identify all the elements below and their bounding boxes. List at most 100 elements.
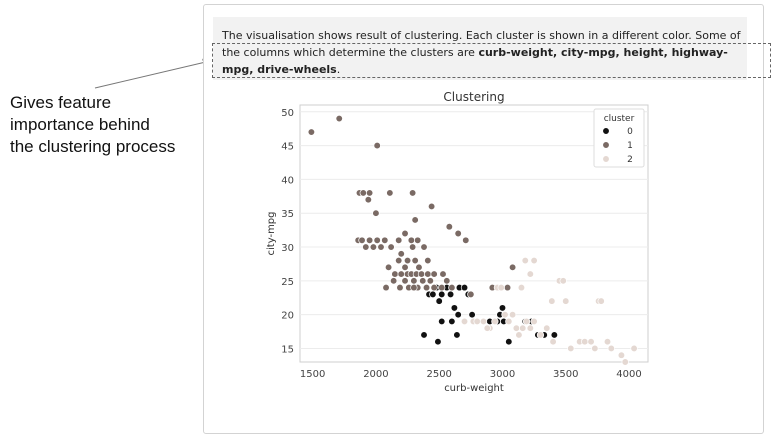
y-axis-label: city-mpg [266,212,277,256]
cluster-1-point [401,263,409,271]
cluster-2-point [603,338,612,346]
cluster-1-point [396,283,404,292]
cluster-1-point [408,243,417,251]
cluster-2-point [515,331,523,339]
cluster-0-point [460,283,469,292]
cluster-2-point [617,351,626,359]
cluster-1-point [391,270,399,278]
y-tick-label: 20 [281,311,294,322]
x-tick-label: 2000 [363,369,388,380]
cluster-0-point [429,290,437,299]
cluster-1-point [422,283,431,292]
cluster-2-point [630,344,638,353]
y-tick-label: 50 [281,108,294,119]
cluster-0-point [550,331,559,339]
y-tick-label: 45 [281,142,294,153]
cluster-0-point [438,317,446,326]
cluster-1-point [382,283,390,292]
cluster-1-point [401,229,409,238]
cluster-2-point [597,297,605,305]
feature-highlight-box [212,43,771,78]
cluster-1-point [448,283,456,292]
cluster-0-point [468,311,476,319]
cluster-1-point [430,283,438,292]
y-tick-label: 15 [281,344,294,355]
cluster-1-point [467,290,475,299]
plot-area [299,104,649,363]
cluster-1-point [439,270,447,278]
cluster-1-point [417,270,426,278]
cluster-2-point [587,338,595,346]
cluster-1-point [387,243,395,251]
cluster-1-point [377,243,385,251]
x-tick-label: 4000 [616,369,641,380]
cluster-2-point [562,297,570,305]
cluster-2-point [607,344,615,353]
cluster-2-point [621,358,629,366]
cluster-2-point [567,344,575,353]
cluster-1-point [307,128,316,136]
annotation-line: importance behind [10,115,150,134]
cluster-0-point [420,331,428,339]
cluster-2-point [505,317,513,326]
cluster-0-point [450,304,459,312]
cluster-1-point [335,114,343,123]
cluster-1-point [438,283,446,292]
cluster-2-point [536,331,545,339]
legend-marker [602,155,610,163]
cluster-1-point [419,277,427,285]
cluster-1-point [424,256,432,265]
annotation-line: Gives feature [10,93,112,112]
cluster-1-point [395,236,403,244]
cluster-0-point [453,331,461,339]
y-tick-label: 40 [281,175,294,186]
cluster-1-point [411,216,419,224]
cluster-1-point [508,263,517,271]
cluster-1-point [401,277,409,285]
x-tick-label: 2500 [426,369,451,380]
cluster-2-point [473,317,481,326]
cluster-1-point [373,236,381,244]
cluster-1-point [408,189,417,197]
y-tick-label: 35 [281,209,294,220]
cluster-1-point [424,270,432,278]
cluster-0-point [438,290,446,299]
cluster-1-point [430,270,438,278]
legend-box [593,108,645,168]
description-prefix: The visualisation shows result of cluste… [222,29,741,59]
cluster-0-point [435,297,443,305]
cluster-1-point [420,243,428,251]
cluster-2-point [519,324,527,332]
cluster-1-point [386,189,394,197]
cluster-1-point [381,236,389,244]
cluster-2-point [522,317,531,326]
cluster-2-point [591,344,599,353]
cluster-1-point [395,256,403,265]
cluster-1-point [426,277,434,285]
cluster-2-point [530,256,538,265]
feature-list: curb-weight, city-mpg, height, highway-m… [222,46,728,76]
cluster-1-point [358,236,366,244]
cluster-2-point [508,311,517,319]
cluster-2-point [512,324,521,332]
cluster-1-point [407,236,416,244]
description-box [213,17,747,80]
cluster-2-point [548,297,556,305]
cluster-2-point [483,324,491,332]
description-text: The visualisation shows result of cluste… [222,27,742,78]
cluster-1-point [415,263,423,271]
cluster-1-point [369,243,378,251]
cluster-2-point [559,277,567,285]
legend-label: 2 [627,155,633,165]
cluster-1-point [364,196,372,204]
cluster-1-point [427,202,436,211]
x-tick-label: 3500 [553,369,578,380]
cluster-1-point [389,277,398,285]
cluster-2-point [521,256,529,265]
legend-label: 0 [627,127,633,137]
cluster-0-point [446,290,455,299]
cluster-2-point [543,324,551,332]
cluster-2-point [549,338,557,346]
